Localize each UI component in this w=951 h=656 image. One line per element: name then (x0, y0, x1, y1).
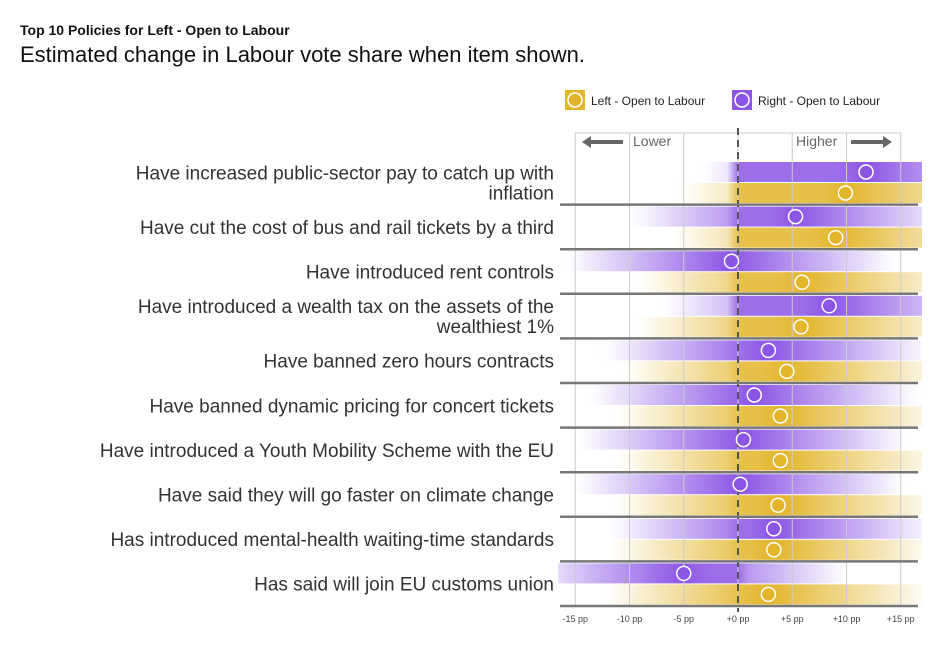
category-label: Have introduced a Youth Mobility Scheme … (100, 441, 554, 462)
dot-right (858, 164, 874, 180)
legend-label: Left - Open to Labour (591, 94, 705, 108)
dot-right (766, 521, 782, 537)
band-left (558, 361, 922, 382)
dot-left (827, 229, 844, 246)
category-label: Has introduced mental-health waiting-tim… (110, 530, 554, 551)
dot-right (821, 298, 837, 314)
category-label: inflation (489, 183, 555, 204)
lower-label: Lower (633, 133, 672, 149)
category-label: Have banned zero hours contracts (264, 352, 554, 373)
category-label: Have said they will go faster on climate… (158, 486, 554, 507)
dot-left (766, 542, 782, 558)
dot-left (772, 452, 789, 469)
band-right (558, 518, 922, 539)
arrow-left-icon (582, 136, 623, 148)
dot-left (837, 185, 854, 201)
band-left (558, 495, 922, 516)
band-right (558, 295, 922, 316)
chart-title: Top 10 Policies for Left - Open to Labou… (20, 22, 290, 38)
band-left (558, 584, 922, 605)
band-left (558, 227, 922, 248)
dot-right (676, 565, 692, 582)
dot-left (779, 363, 795, 380)
x-tick-label: +0 pp (727, 614, 750, 624)
legend-dot (734, 92, 750, 108)
dot-right (760, 342, 777, 359)
band-left (558, 450, 922, 471)
x-tick-label: -5 pp (673, 614, 694, 624)
chart-subtitle: Estimated change in Labour vote share wh… (20, 42, 585, 67)
band-right (558, 385, 922, 405)
dot-right (732, 476, 748, 492)
band-left (558, 183, 922, 203)
x-tick-label: +10 pp (833, 614, 861, 624)
category-label: wealthiest 1% (436, 317, 554, 338)
dot-right (787, 208, 804, 225)
x-tick-label: -10 pp (617, 614, 643, 624)
band-right (558, 563, 922, 584)
band-left (558, 539, 922, 560)
x-tick-label: +15 pp (887, 614, 915, 624)
band-left (558, 406, 922, 426)
dot-right (735, 431, 752, 448)
band-right (558, 340, 922, 361)
x-tick-label: +5 pp (781, 614, 804, 624)
category-label: Have cut the cost of bus and rail ticket… (140, 218, 554, 239)
category-label: Have increased public-sector pay to catc… (136, 163, 554, 184)
dot-left (794, 274, 810, 290)
dot-left (760, 586, 777, 603)
band-right (558, 162, 922, 182)
band-left (558, 316, 922, 337)
category-label: Have banned dynamic pricing for concert … (150, 396, 554, 417)
legend-label: Right - Open to Labour (758, 94, 880, 108)
dot-left (770, 497, 786, 513)
dot-right (723, 253, 740, 269)
arrow-right-icon (851, 136, 892, 148)
band-left (558, 272, 922, 293)
x-tick-label: -15 pp (562, 614, 588, 624)
dot-right (746, 387, 763, 403)
band-right (558, 206, 922, 227)
category-label: Has said will join EU customs union (254, 575, 554, 596)
higher-label: Higher (796, 133, 838, 149)
dot-left (772, 408, 789, 424)
dot-left (793, 319, 809, 335)
band-right (558, 251, 922, 272)
category-label: Have introduced a wealth tax on the asse… (138, 297, 554, 318)
category-label: Have introduced rent controls (306, 263, 554, 284)
legend-dot (567, 92, 583, 108)
